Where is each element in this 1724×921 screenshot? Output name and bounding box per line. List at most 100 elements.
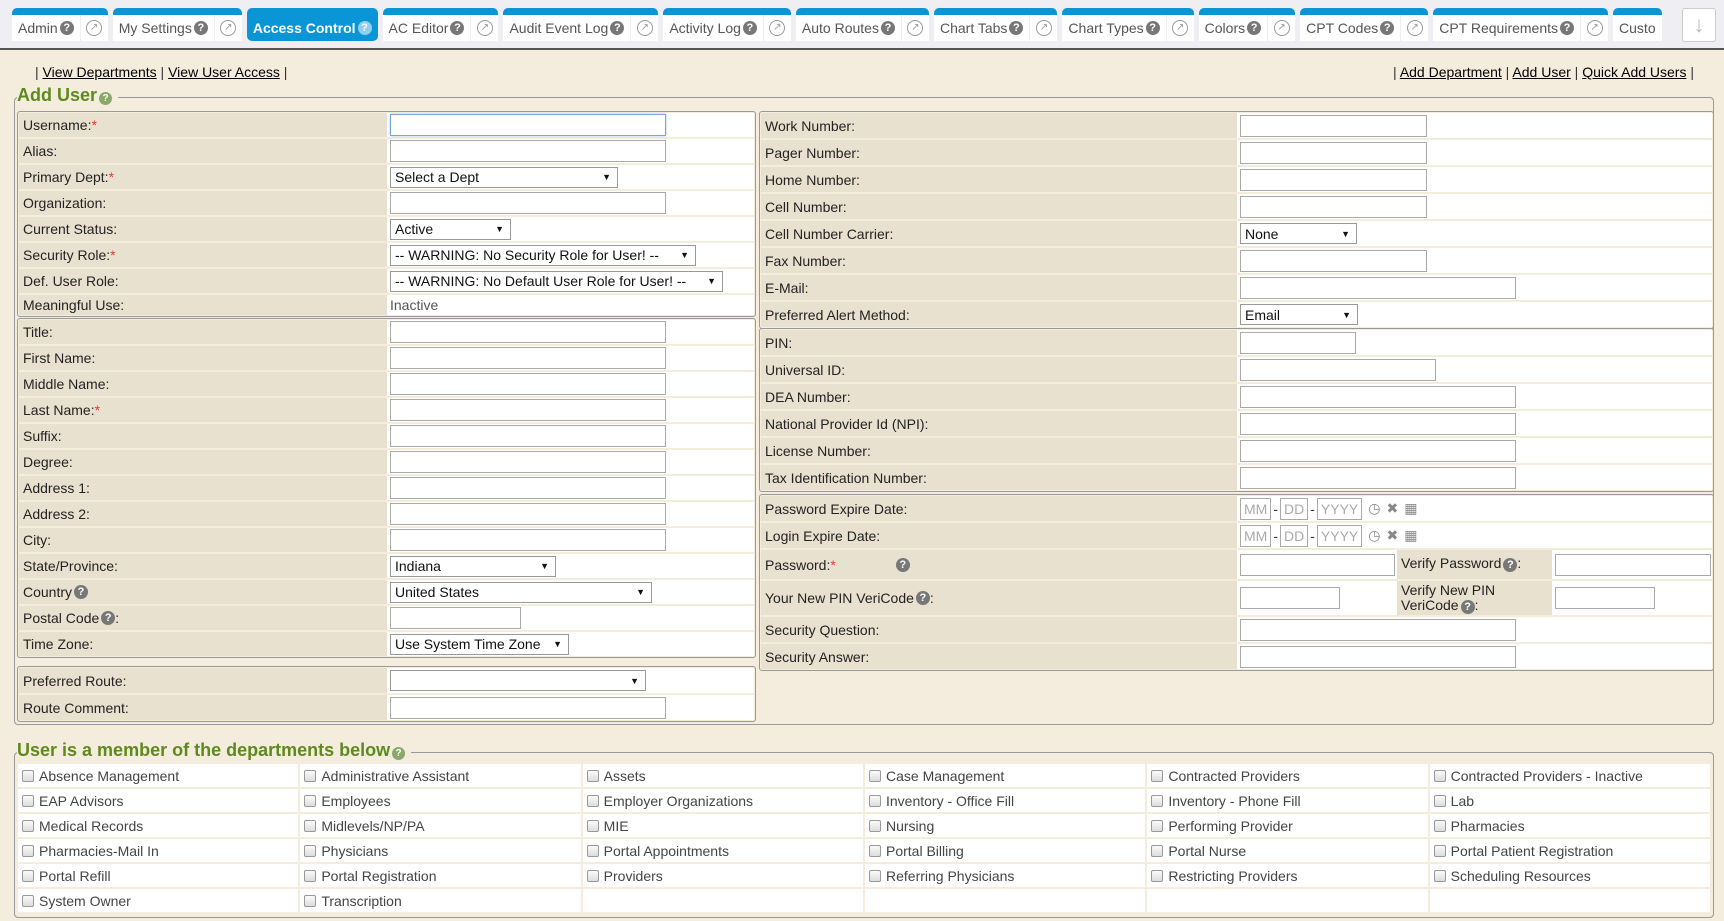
department-checkbox[interactable] — [586, 794, 599, 807]
department-checkbox[interactable] — [1151, 819, 1164, 832]
department-checkbox[interactable] — [1433, 769, 1446, 782]
tax-input[interactable] — [1240, 466, 1516, 489]
department-checkbox[interactable] — [304, 844, 317, 857]
npi-input[interactable] — [1240, 412, 1516, 435]
help-icon[interactable]: ? — [1560, 21, 1575, 35]
veri-input[interactable] — [1240, 587, 1340, 609]
department-checkbox[interactable] — [22, 894, 34, 907]
department-label[interactable]: Portal Registration — [321, 867, 437, 884]
link-view-departments[interactable]: View Departments — [42, 64, 157, 80]
help-icon[interactable]: ? — [895, 557, 910, 572]
department-checkbox[interactable] — [586, 869, 599, 882]
help-icon[interactable]: ? — [915, 591, 930, 605]
department-checkbox[interactable] — [1433, 869, 1446, 882]
department-checkbox[interactable] — [586, 819, 599, 832]
department-checkbox[interactable] — [1151, 769, 1164, 782]
country-select[interactable]: United States ▼ — [390, 581, 652, 603]
department-label[interactable]: MIE — [603, 817, 629, 834]
pw-input[interactable] — [1240, 553, 1395, 576]
department-label[interactable]: Employer Organizations — [603, 792, 754, 809]
tab-access-control[interactable]: Access Control? — [246, 8, 378, 41]
department-checkbox[interactable] — [22, 769, 34, 782]
help-icon[interactable]: ? — [1145, 21, 1160, 35]
department-label[interactable]: Medical Records — [39, 817, 144, 834]
tab-label[interactable]: Colors? — [1199, 15, 1267, 41]
alert-select[interactable]: Email ▼ — [1240, 304, 1358, 325]
open-in-new-window-button[interactable]: ↗ — [213, 15, 242, 41]
department-label[interactable]: Pharmacies-Mail In — [39, 842, 159, 859]
department-label[interactable]: Nursing — [886, 817, 935, 834]
link-add-department[interactable]: Add Department — [1399, 64, 1502, 80]
department-label[interactable]: Referring Physicians — [886, 867, 1015, 884]
department-label[interactable]: Physicians — [321, 842, 389, 859]
degree-input[interactable] — [390, 451, 666, 473]
clear-icon[interactable]: ✖ — [1386, 500, 1399, 516]
veri-verify-input[interactable] — [1555, 587, 1655, 609]
tab-label[interactable]: Access Control? — [247, 15, 378, 41]
defrole-select[interactable]: -- WARNING: No Default User Role for Use… — [390, 270, 723, 292]
tab-label[interactable]: Audit Event Log? — [503, 15, 630, 41]
department-label[interactable]: Contracted Providers — [1168, 767, 1300, 784]
tab-chart-types[interactable]: Chart Types? ↗ — [1062, 8, 1194, 41]
department-checkbox[interactable] — [869, 794, 881, 807]
department-label[interactable]: EAP Advisors — [39, 792, 124, 809]
alias-input[interactable] — [390, 140, 666, 162]
secrole-select[interactable]: -- WARNING: No Security Role for User! -… — [390, 244, 696, 266]
open-in-new-window-button[interactable]: ↗ — [762, 15, 791, 41]
link-add-user[interactable]: Add User — [1512, 64, 1571, 80]
pw-verify-input[interactable] — [1555, 553, 1711, 576]
department-checkbox[interactable] — [586, 844, 599, 857]
help-icon[interactable]: ? — [74, 585, 89, 599]
tab-activity-log[interactable]: Activity Log? ↗ — [663, 8, 791, 41]
tab-colors[interactable]: Colors? ↗ — [1198, 8, 1296, 41]
tab-label[interactable]: CPT Codes? — [1300, 15, 1400, 41]
tab-label[interactable]: Custo — [1613, 15, 1662, 41]
open-in-new-window-button[interactable]: ↗ — [1165, 15, 1194, 41]
department-label[interactable]: Providers — [603, 867, 663, 884]
open-in-new-window-button[interactable]: ↗ — [1267, 15, 1295, 41]
username-input[interactable] — [390, 114, 666, 136]
pager-input[interactable] — [1240, 141, 1427, 164]
middle-input[interactable] — [390, 373, 666, 395]
cell-input[interactable] — [1240, 195, 1427, 218]
calendar-icon[interactable]: ▦ — [1404, 527, 1418, 543]
addr2-input[interactable] — [390, 503, 666, 525]
scroll-tabs-down-button[interactable]: ↓ — [1682, 8, 1716, 42]
tab-ac-editor[interactable]: AC Editor? ↗ — [382, 8, 499, 41]
tab-chart-tabs[interactable]: Chart Tabs? ↗ — [933, 8, 1058, 41]
open-in-new-window-button[interactable]: ↗ — [1029, 15, 1057, 41]
dea-input[interactable] — [1240, 385, 1516, 408]
department-checkbox[interactable] — [304, 819, 317, 832]
open-in-new-window-button[interactable]: ↗ — [900, 15, 929, 41]
department-checkbox[interactable] — [22, 869, 34, 882]
addr1-input[interactable] — [390, 477, 666, 499]
department-checkbox[interactable] — [304, 769, 317, 782]
department-label[interactable]: Lab — [1450, 792, 1475, 809]
help-icon[interactable]: ? — [392, 747, 406, 760]
help-icon[interactable]: ? — [450, 21, 465, 35]
help-icon[interactable]: ? — [1460, 600, 1475, 614]
help-icon[interactable]: ? — [357, 21, 372, 35]
department-checkbox[interactable] — [304, 869, 317, 882]
org-input[interactable] — [390, 192, 666, 214]
department-checkbox[interactable] — [304, 794, 317, 807]
help-icon[interactable]: ? — [610, 21, 625, 35]
home-input[interactable] — [1240, 168, 1427, 191]
department-label[interactable]: Portal Patient Registration — [1450, 842, 1614, 859]
department-label[interactable]: Portal Appointments — [603, 842, 729, 859]
department-checkbox[interactable] — [586, 769, 599, 782]
dept-select[interactable]: Select a Dept ▼ — [390, 166, 618, 188]
department-label[interactable]: Case Management — [886, 767, 1005, 784]
pin-input[interactable] — [1240, 331, 1356, 354]
tab-label[interactable]: Chart Types? — [1062, 15, 1165, 41]
calendar-icon[interactable]: ▦ — [1404, 500, 1418, 516]
department-checkbox[interactable] — [1151, 844, 1164, 857]
department-checkbox[interactable] — [869, 844, 881, 857]
tab-cpt-requirements[interactable]: CPT Requirements? ↗ — [1433, 8, 1609, 41]
department-label[interactable]: Performing Provider — [1168, 817, 1293, 834]
postal-input[interactable] — [390, 607, 521, 629]
help-icon[interactable]: ? — [1503, 558, 1518, 572]
tab-label[interactable]: Chart Tabs? — [934, 15, 1029, 41]
link-quick-add-users[interactable]: Quick Add Users — [1582, 64, 1687, 80]
tab-label[interactable]: Auto Routes? — [796, 15, 901, 41]
